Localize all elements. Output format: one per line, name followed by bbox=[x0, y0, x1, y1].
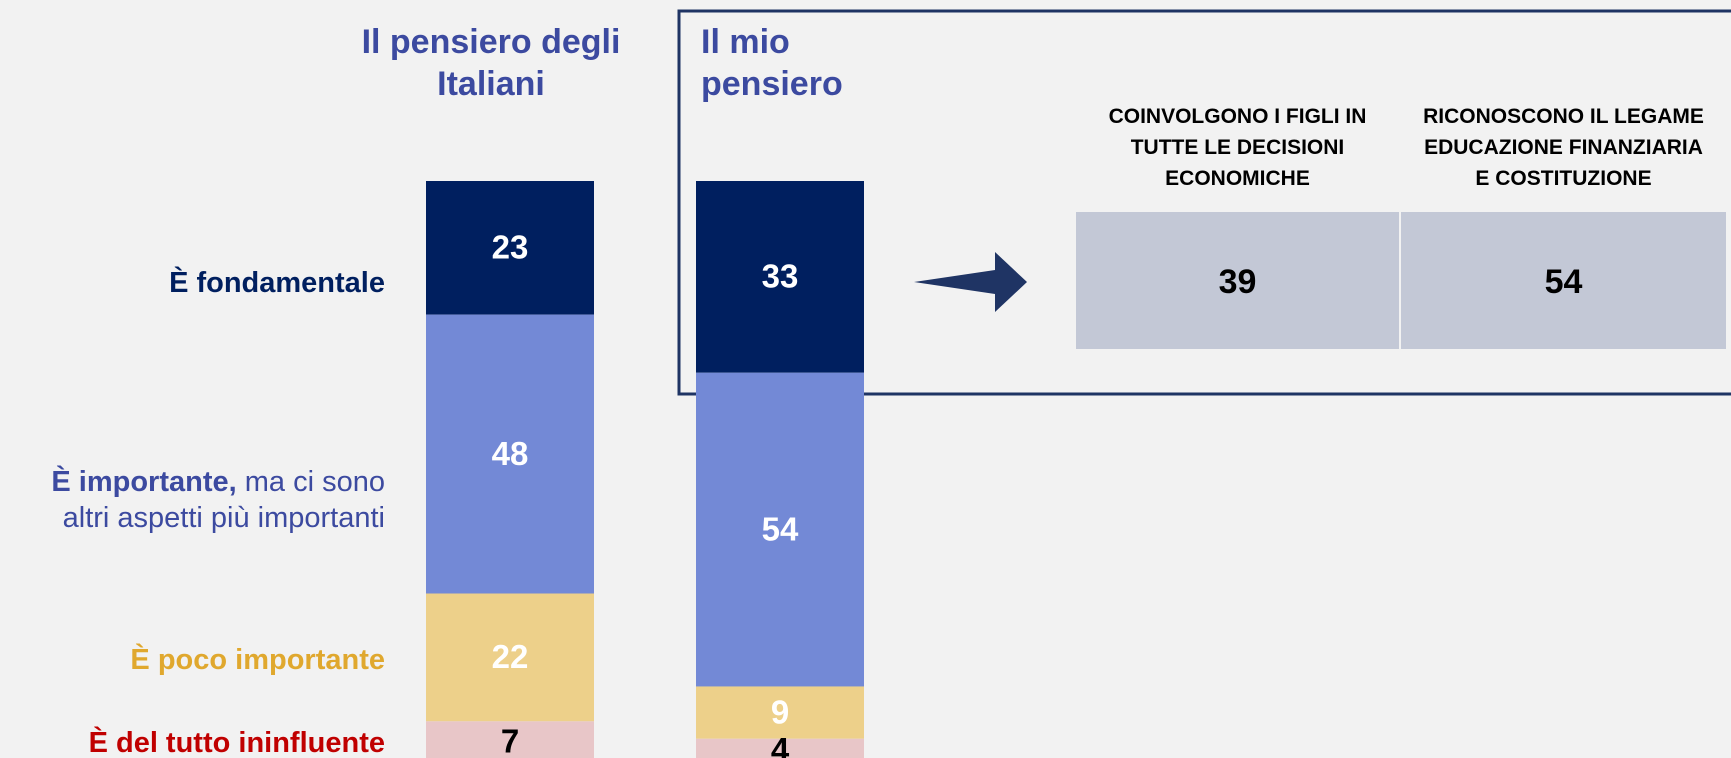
value-label: 48 bbox=[492, 435, 529, 472]
bar-segment bbox=[426, 593, 594, 722]
bar-segment bbox=[696, 372, 864, 687]
value-label: 23 bbox=[492, 229, 529, 266]
highlight-box bbox=[677, 9, 1731, 396]
bar-segment bbox=[426, 721, 594, 758]
table-value: 39 bbox=[1219, 263, 1257, 301]
bar-segment bbox=[696, 181, 864, 373]
bar-segment bbox=[696, 738, 864, 758]
value-label: 22 bbox=[492, 638, 529, 675]
table-value: 54 bbox=[1545, 263, 1583, 301]
table-cell bbox=[1076, 212, 1399, 349]
table-header: RICONOSCONO IL LEGAME EDUCAZIONE FINANZI… bbox=[1423, 105, 1704, 190]
table-header: COINVOLGONO I FIGLI IN TUTTE LE DECISION… bbox=[1108, 105, 1367, 190]
arrow bbox=[914, 252, 1027, 312]
series-label: È poco importante bbox=[130, 644, 385, 676]
bar-segment bbox=[426, 314, 594, 594]
bar-segment bbox=[426, 181, 594, 315]
value-label: 9 bbox=[771, 693, 789, 730]
bar-segment bbox=[696, 686, 864, 739]
series-label: È del tutto ininfluente bbox=[88, 727, 385, 758]
bar-title: Il mio pensiero bbox=[701, 23, 843, 103]
value-label: 54 bbox=[762, 510, 799, 547]
value-label: 7 bbox=[501, 722, 519, 758]
bar-title: Il pensiero degli Italiani bbox=[362, 23, 621, 103]
value-label: 33 bbox=[762, 258, 799, 295]
series-label: È importante, ma ci sono altri aspetti p… bbox=[51, 466, 385, 534]
table-cell bbox=[1401, 212, 1726, 349]
value-label: 4 bbox=[771, 731, 790, 758]
series-label: È fondamentale bbox=[169, 267, 385, 299]
